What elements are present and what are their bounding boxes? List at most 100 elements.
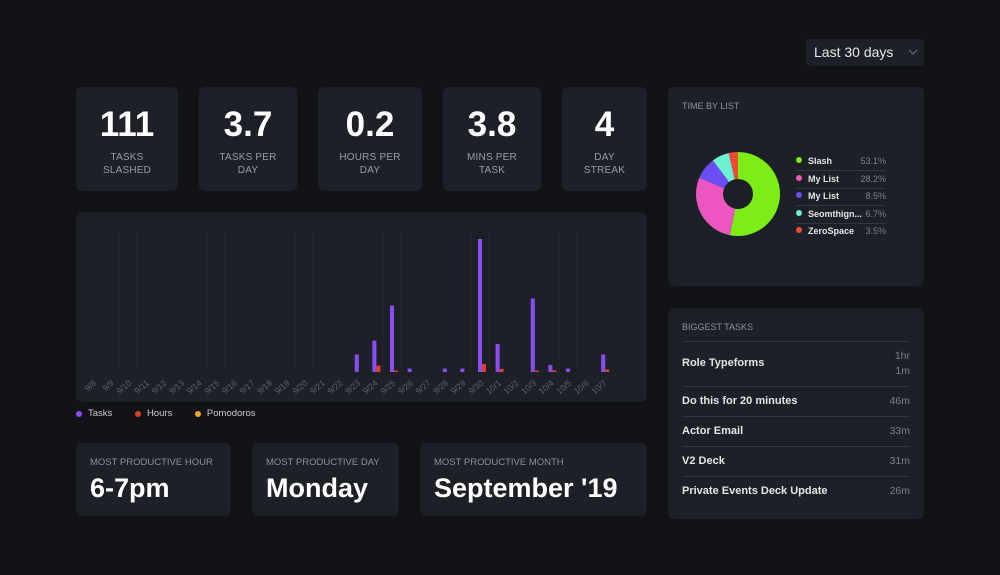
stat-label-line: MINS PER [467,152,517,163]
bar-tasks [478,239,482,372]
list-percent: 53.1% [860,156,886,166]
bar-hours [482,364,486,372]
time-by-list-donut [696,152,780,236]
biggest-tasks-card: BIGGEST TASKS Role Typeforms 1hr 1m Do th… [668,308,924,519]
list-name: My List [808,191,840,201]
donut-slice[interactable] [712,153,735,182]
task-row[interactable]: Do this for 20 minutes 46m [682,386,910,417]
stat-value: 111 [99,105,155,144]
productive-value: Monday [266,473,369,503]
stat-label-line: SLASHED [102,165,152,176]
most-productive-hour: MOST PRODUCTIVE HOUR 6-7pm [76,443,231,516]
list-color-dot [796,175,802,181]
donut-slice[interactable] [696,177,736,236]
stat-tasks-per-day: 3.7 TASKS PER DAY [199,87,297,191]
x-tick-label: 9/10 [114,378,133,396]
donut-slice[interactable] [728,152,738,180]
bar-tasks [566,368,570,372]
legend-item-pomodoros[interactable]: Pomodoros [194,408,256,419]
x-tick-label: 9/18 [255,378,274,396]
legend-label: Hours [146,408,173,419]
activity-bar-chart: 9/8 9/99/109/119/129/139/149/159/169/179/… [83,232,610,396]
list-legend-row[interactable]: My List 28.2% [796,171,886,189]
bar-tasks [548,365,553,372]
bar-tasks [354,354,359,372]
x-tick-label: 10/7 [589,378,608,396]
task-row[interactable]: Role Typeforms 1hr 1m [682,341,910,387]
productive-label: MOST PRODUCTIVE HOUR [90,457,213,468]
stat-value: 3.8 [467,105,517,144]
legend-dot [76,410,82,417]
stat-value: 3.7 [223,105,273,144]
stat-value: 0.2 [345,105,395,144]
list-percent: 8.5% [865,191,886,201]
task-duration-line: 1hr [894,350,910,362]
x-tick-label: 10/2 [501,378,520,396]
stat-label-line: DAY [359,165,381,176]
task-name: Actor Email [682,425,744,437]
date-range-select[interactable]: Last 30 days [806,39,924,66]
task-name: V2 Deck [682,455,725,467]
list-name: My List [808,174,840,184]
stat-day-streak: 4 DAY STREAK [562,87,647,191]
list-legend-row[interactable]: Slash 53.1% [796,153,886,171]
list-legend-row[interactable]: My List 8.5% [796,188,886,206]
x-tick-label: 9/16 [220,378,239,396]
time-by-list-card: TIME BY LIST Slash 53.1% My List 28.2% My … [668,87,924,286]
bar-tasks [601,354,606,372]
x-tick-label: 9/21 [308,378,327,396]
productive-label: MOST PRODUCTIVE DAY [266,457,380,468]
section-title: BIGGEST TASKS [682,322,754,332]
legend-label: Pomodoros [206,408,256,419]
chevron-down-icon [908,49,918,55]
bar-tasks [495,344,500,372]
list-color-dot [796,157,802,163]
legend-item-hours[interactable]: Hours [134,408,173,419]
bar-tasks [372,340,377,372]
list-name: Slash [808,156,833,166]
x-tick-label: 9/22 [325,378,344,396]
task-row[interactable]: Private Events Deck Update 26m [682,476,910,507]
bar-hours [376,365,381,372]
bar-hours [605,369,610,372]
x-tick-label: 9/13 [167,378,186,396]
list-name: Seomthign... [808,209,862,219]
task-row[interactable]: Actor Email 33m [682,416,910,447]
task-duration: 26m [889,485,910,497]
bar-hours [534,370,539,372]
task-name: Role Typeforms [682,357,765,369]
x-tick-label: 9/14 [185,378,204,396]
stat-tasks-slashed: 111 TASKS SLASHED [76,87,178,191]
legend-item-tasks[interactable]: Tasks [76,408,112,419]
x-tick-label: 9/17 [237,378,256,396]
task-row[interactable]: V2 Deck 31m [682,446,910,477]
bar-tasks [530,298,535,372]
bar-hours [394,370,398,372]
productive-value: 6-7pm [90,473,170,503]
donut-slice[interactable] [729,152,780,236]
list-legend-row[interactable]: Seomthign... 6.7% [796,206,886,224]
stat-label-line: TASKS PER [219,152,277,163]
task-duration: 31m [889,455,910,467]
x-tick-label: 9/8 [83,378,99,393]
section-title: TIME BY LIST [682,101,740,111]
bar-hours [499,368,504,372]
task-name: Private Events Deck Update [682,485,828,497]
stat-label: DAY STREAK [562,151,647,177]
stat-label: MINS PER TASK [443,151,541,177]
activity-chart-card: 9/8 9/9 9/10 9/11 9/12 9/13 9/14 9/15 9/16 9/17 9/… [76,212,647,402]
stat-label-line: STREAK [583,165,626,176]
task-name: Do this for 20 minutes [682,395,798,407]
stat-label: TASKS SLASHED [76,151,178,177]
x-tick-label: 9/24 [361,378,380,396]
bar-tasks [460,368,465,372]
list-color-dot [796,210,802,216]
task-duration-line: 1m [895,365,910,377]
legend-dot [134,410,141,417]
list-legend-row[interactable]: ZeroSpace 3.5% [796,223,886,240]
stat-label: TASKS PER DAY [199,151,297,177]
donut-slice[interactable] [699,160,730,189]
stat-label-line: TASKS [110,152,144,163]
stat-hours-per-day: 0.2 HOURS PER DAY [318,87,422,191]
x-tick-label: 9/25 [378,378,397,396]
